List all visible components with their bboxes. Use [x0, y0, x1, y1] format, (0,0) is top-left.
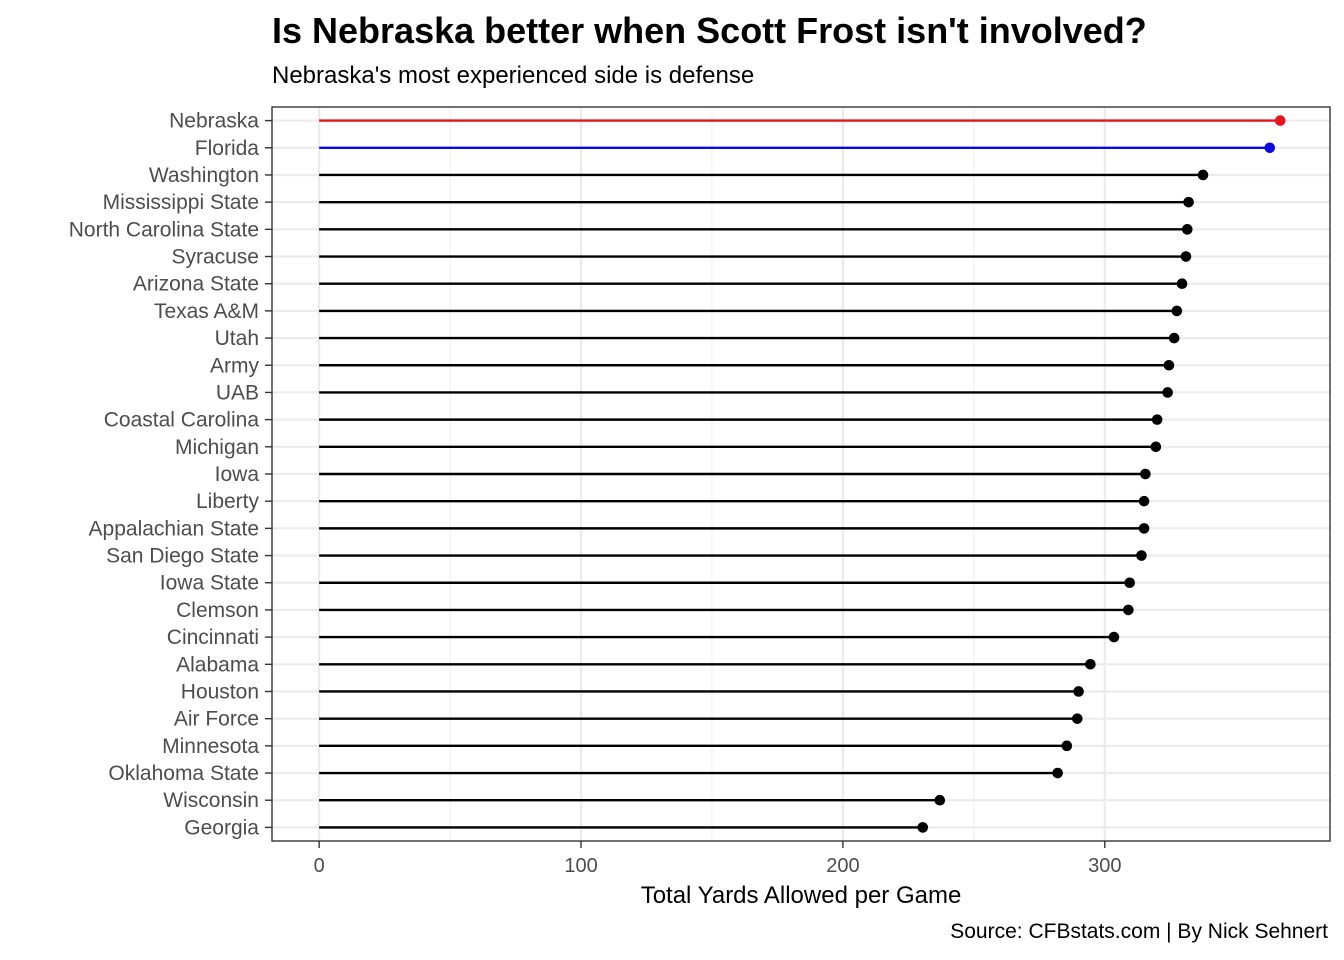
point-nebraska — [1274, 115, 1286, 126]
point-washington — [1197, 169, 1209, 181]
point-iowa-state — [1124, 577, 1135, 589]
y-tick-label: UAB — [216, 381, 259, 404]
point-north-carolina-state — [1181, 224, 1193, 235]
y-tick-label: Texas A&M — [154, 300, 259, 323]
point-oklahoma-state — [1052, 767, 1063, 779]
point-coastal-carolina — [1151, 414, 1163, 425]
point-appalachian-state — [1138, 523, 1150, 534]
point-minnesota — [1061, 740, 1073, 752]
point-utah — [1168, 332, 1180, 344]
y-tick-label: Army — [210, 354, 259, 377]
y-tick-label: North Carolina State — [69, 218, 259, 241]
y-tick-label: Oklahoma State — [108, 762, 259, 785]
plot-border — [271, 106, 1331, 842]
y-tick-label: Houston — [181, 680, 259, 703]
point-uab — [1162, 387, 1173, 398]
point-florida — [1264, 142, 1276, 154]
y-tick-label: Cincinnati — [167, 626, 259, 649]
point-army — [1163, 359, 1175, 371]
point-houston — [1073, 686, 1084, 697]
point-arizona-state — [1176, 278, 1188, 290]
x-axis-title: Total Yards Allowed per Game — [641, 882, 962, 909]
y-tick-label: Florida — [195, 137, 260, 160]
y-tick-label: Utah — [215, 327, 259, 350]
y-tick-label: Syracuse — [171, 246, 259, 269]
point-iowa — [1140, 468, 1151, 480]
y-tick-label: Georgia — [184, 816, 259, 839]
y-tick-label: Coastal Carolina — [104, 409, 260, 432]
chart-title: Is Nebraska better when Scott Frost isn'… — [272, 10, 1147, 51]
y-tick-label: Mississippi State — [103, 191, 259, 214]
y-tick-label: Wisconsin — [163, 789, 259, 812]
point-texas-aandm — [1171, 305, 1183, 317]
y-tick-label: Liberty — [196, 490, 260, 513]
y-tick-label: Minnesota — [162, 735, 259, 758]
y-tick-label: Michigan — [175, 436, 259, 459]
point-mississippi-state — [1183, 196, 1194, 208]
point-wisconsin — [934, 794, 946, 806]
y-tick-label: Air Force — [174, 708, 259, 731]
y-tick-label: Nebraska — [169, 110, 259, 133]
point-air-force — [1071, 713, 1083, 724]
chart-caption: Source: CFBstats.com | By Nick Sehnert — [950, 920, 1328, 943]
y-tick-label: Appalachian State — [89, 517, 259, 540]
y-tick-label: Washington — [149, 164, 259, 187]
x-tick-label: 100 — [564, 855, 597, 877]
point-georgia — [917, 822, 929, 833]
x-tick-label: 300 — [1088, 855, 1121, 877]
point-san-diego-state — [1136, 550, 1147, 561]
y-tick-label: Alabama — [176, 653, 259, 676]
chart-subtitle: Nebraska's most experienced side is defe… — [272, 62, 755, 89]
point-clemson — [1123, 604, 1134, 616]
point-cincinnati — [1108, 631, 1120, 643]
point-syracuse — [1180, 251, 1192, 262]
x-tick-label: 200 — [826, 855, 859, 877]
y-tick-label: Iowa — [215, 463, 260, 486]
point-michigan — [1150, 441, 1162, 453]
y-tick-label: San Diego State — [106, 545, 259, 568]
y-tick-label: Iowa State — [160, 572, 259, 595]
y-tick-label: Clemson — [176, 599, 259, 622]
x-tick-label: 0 — [314, 855, 325, 877]
point-alabama — [1085, 658, 1096, 670]
point-liberty — [1138, 495, 1150, 507]
y-tick-label: Arizona State — [133, 273, 259, 296]
